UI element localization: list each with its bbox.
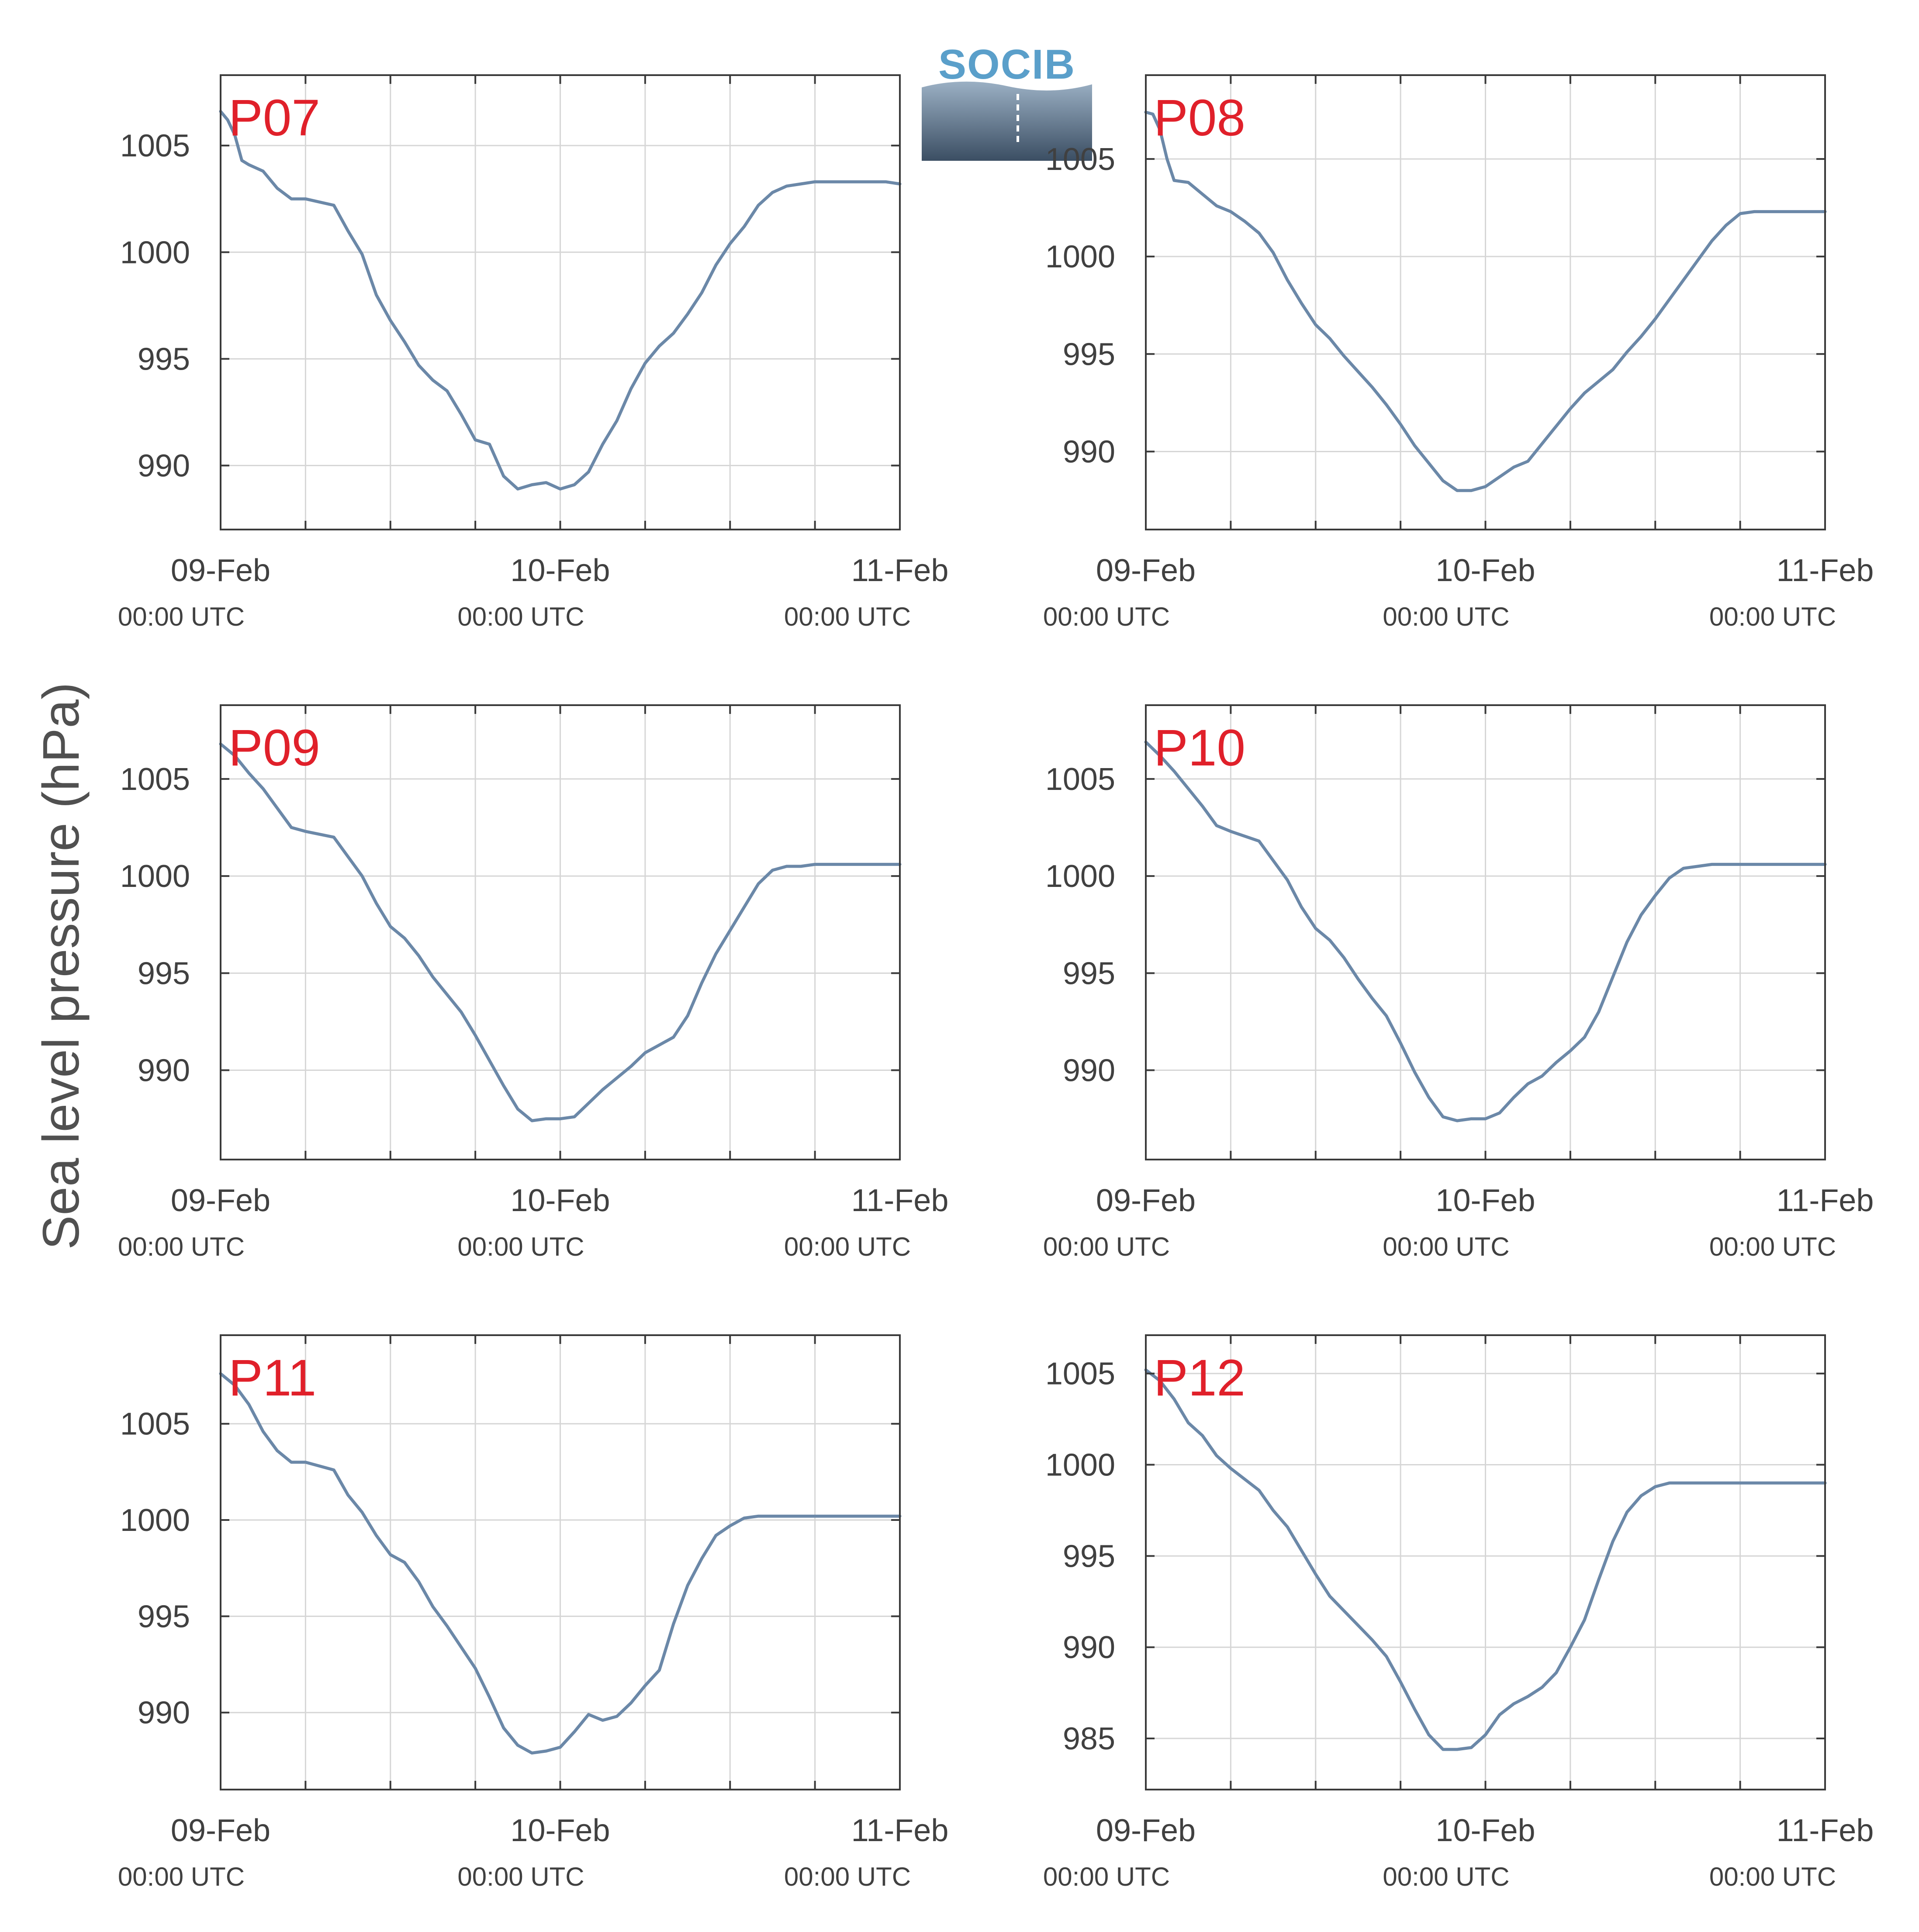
pressure-series-line — [219, 1372, 902, 1755]
x-tick-label: 11-Feb — [1777, 1813, 1874, 1848]
y-tick-label: 1005 — [1045, 762, 1115, 797]
x-tick-label: 09-Feb — [1096, 1183, 1196, 1218]
y-tick-label: 1000 — [120, 859, 190, 894]
y-tick-label: 990 — [1063, 434, 1115, 469]
y-tick-label: 1005 — [120, 762, 190, 797]
x-tick-label: 11-Feb — [1777, 553, 1874, 588]
y-tick-label: 990 — [1063, 1053, 1115, 1088]
y-tick-label: 990 — [138, 1053, 190, 1088]
pressure-series-line — [1144, 740, 1827, 1122]
x-tick-sublabel: 00:00 UTC — [1383, 602, 1509, 631]
x-tick-label: 09-Feb — [171, 1183, 270, 1218]
x-tick-label: 09-Feb — [171, 1813, 270, 1848]
x-tick-label: 09-Feb — [1096, 553, 1196, 588]
x-tick-sublabel: 00:00 UTC — [784, 1232, 911, 1261]
panel-p08: 990 995 1000 1005 09-Feb 00:00 UTC 10-Feb 00:00… — [1043, 74, 1874, 631]
x-tick-sublabel: 00:00 UTC — [457, 602, 584, 631]
x-tick-label: 11-Feb — [851, 1183, 949, 1218]
socib-logo-wave — [922, 81, 1092, 161]
pressure-series-line — [219, 110, 902, 491]
y-tick-label: 1005 — [120, 1407, 190, 1442]
y-tick-label: 1005 — [120, 128, 190, 163]
x-tick-sublabel: 00:00 UTC — [784, 602, 911, 631]
panel-p07: 990 995 1000 1005 09-Feb 00:00 UTC 10-Feb 00:00… — [118, 74, 949, 631]
x-tick-sublabel: 00:00 UTC — [1043, 1862, 1170, 1891]
y-tick-label: 990 — [138, 1696, 190, 1731]
x-tick-sublabel: 00:00 UTC — [118, 1862, 245, 1891]
x-tick-sublabel: 00:00 UTC — [1709, 602, 1836, 631]
x-tick-sublabel: 00:00 UTC — [1709, 1862, 1836, 1891]
pressure-series-line — [219, 742, 902, 1122]
panel-label: P07 — [228, 89, 320, 147]
panel-label: P10 — [1154, 719, 1245, 777]
x-tick-sublabel: 00:00 UTC — [118, 1232, 245, 1261]
y-tick-label: 1005 — [1045, 1357, 1115, 1392]
x-tick-label: 10-Feb — [510, 1813, 610, 1848]
panel-label: P08 — [1154, 89, 1245, 147]
x-tick-sublabel: 00:00 UTC — [118, 602, 245, 631]
y-tick-label: 995 — [138, 956, 190, 991]
panel-label: P09 — [228, 719, 320, 777]
x-tick-label: 11-Feb — [851, 553, 949, 588]
x-tick-label: 10-Feb — [1435, 1813, 1535, 1848]
y-tick-label: 1000 — [1045, 239, 1115, 274]
y-tick-label: 995 — [1063, 956, 1115, 991]
x-tick-sublabel: 00:00 UTC — [457, 1862, 584, 1891]
panel-label: P12 — [1154, 1349, 1245, 1407]
socib-logo: SOCIB — [922, 41, 1092, 161]
y-tick-label: 1005 — [1045, 142, 1115, 177]
panels: 990 995 1000 1005 09-Feb 00:00 UTC 10-Feb 00:00… — [118, 74, 1874, 1891]
pressure-series-line — [1144, 111, 1827, 492]
x-tick-sublabel: 00:00 UTC — [784, 1862, 911, 1891]
socib-logo-text: SOCIB — [938, 41, 1075, 88]
x-tick-label: 11-Feb — [851, 1813, 949, 1848]
x-tick-sublabel: 00:00 UTC — [1709, 1232, 1836, 1261]
y-tick-label: 995 — [1063, 337, 1115, 372]
y-tick-label: 1000 — [1045, 859, 1115, 894]
y-tick-label: 990 — [138, 449, 190, 484]
y-tick-label: 1000 — [120, 235, 190, 270]
y-tick-label: 1000 — [1045, 1448, 1115, 1483]
y-tick-label: 995 — [138, 342, 190, 377]
panel-p09: 990 995 1000 1005 09-Feb 00:00 UTC 10-Feb 00:00… — [118, 704, 949, 1261]
panel-p12: 985 990 995 1000 1005 09-Feb 00:00 UTC 10-Feb 00… — [1043, 1334, 1874, 1891]
panel-label: P11 — [228, 1349, 316, 1407]
x-tick-label: 10-Feb — [1435, 553, 1535, 588]
x-tick-sublabel: 00:00 UTC — [1383, 1862, 1509, 1891]
y-axis-label: Sea level pressure (hPa) — [32, 682, 90, 1250]
y-tick-label: 995 — [1063, 1539, 1115, 1574]
x-tick-label: 10-Feb — [510, 1183, 610, 1218]
y-tick-label: 990 — [1063, 1630, 1115, 1665]
y-tick-label: 1000 — [120, 1503, 190, 1538]
panel-p10: 990 995 1000 1005 09-Feb 00:00 UTC 10-Feb 00:00… — [1043, 704, 1874, 1261]
x-tick-label: 09-Feb — [1096, 1813, 1196, 1848]
x-tick-sublabel: 00:00 UTC — [1043, 1232, 1170, 1261]
x-tick-label: 10-Feb — [510, 553, 610, 588]
x-tick-label: 11-Feb — [1777, 1183, 1874, 1218]
x-tick-label: 09-Feb — [171, 553, 270, 588]
x-tick-sublabel: 00:00 UTC — [457, 1232, 584, 1261]
panel-p11: 990 995 1000 1005 09-Feb 00:00 UTC 10-Feb 00:00… — [118, 1334, 949, 1891]
pressure-series-line — [1144, 1368, 1827, 1751]
y-tick-label: 985 — [1063, 1721, 1115, 1756]
x-tick-sublabel: 00:00 UTC — [1383, 1232, 1509, 1261]
y-tick-label: 995 — [138, 1599, 190, 1634]
x-tick-sublabel: 00:00 UTC — [1043, 602, 1170, 631]
x-tick-label: 10-Feb — [1435, 1183, 1535, 1218]
